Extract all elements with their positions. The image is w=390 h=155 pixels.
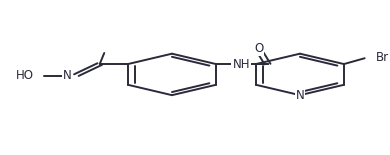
Text: HO: HO	[16, 69, 34, 82]
Text: N: N	[63, 69, 72, 82]
Text: Br: Br	[376, 51, 389, 64]
Text: O: O	[254, 42, 264, 55]
Text: N: N	[296, 89, 304, 102]
Text: NH: NH	[232, 58, 250, 71]
